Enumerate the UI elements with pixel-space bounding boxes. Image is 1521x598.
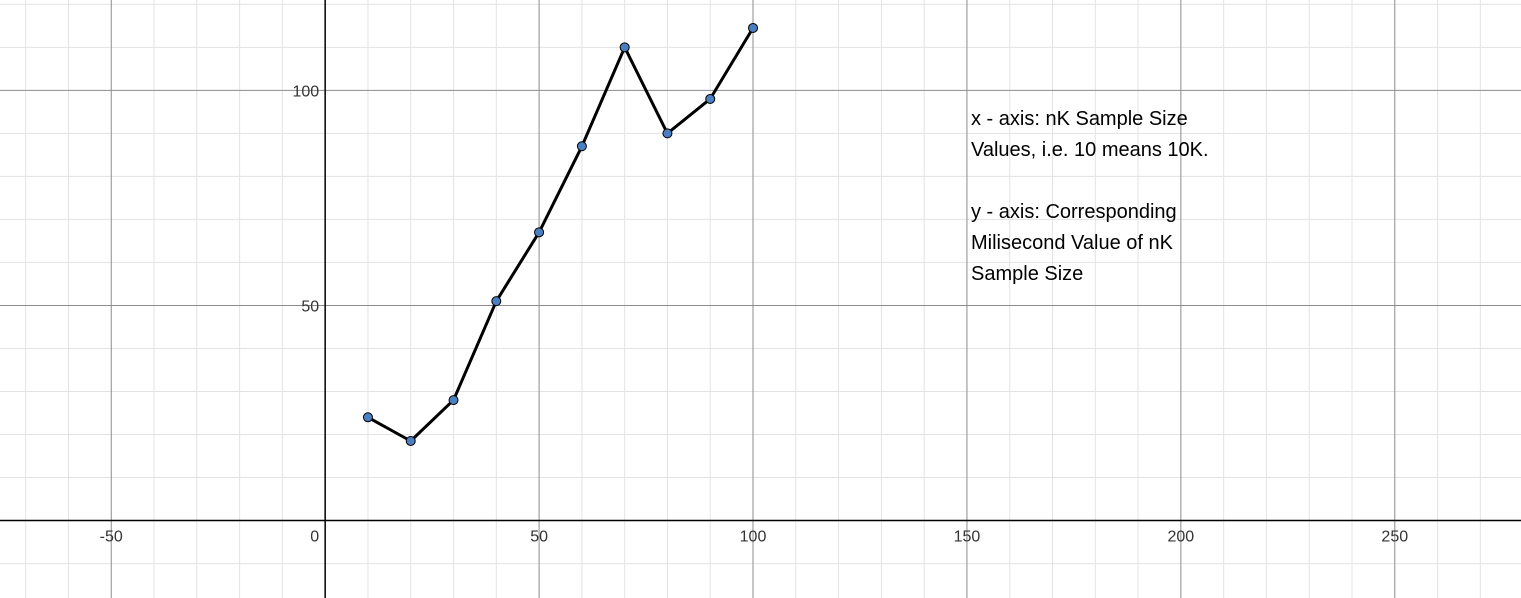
x-tick-label: -50 [100, 529, 123, 546]
y-tick-label: 50 [301, 298, 319, 315]
data-point [534, 227, 545, 238]
x-tick-label: 250 [1381, 529, 1408, 546]
axis-annotation: x - axis: nK Sample Size Values, i.e. 10… [971, 104, 1271, 290]
series-line [366, 26, 755, 443]
data-point [448, 395, 459, 406]
data-point [662, 128, 673, 139]
data-point [576, 141, 587, 152]
data-point [619, 42, 630, 53]
data-series [362, 22, 759, 446]
data-point [362, 412, 373, 423]
x-tick-label: 0 [310, 529, 319, 546]
data-point [405, 435, 416, 446]
tick-labels: -50 0 50 100 150 200 250 50 100 [100, 83, 1409, 545]
y-tick-label: 100 [292, 83, 319, 100]
x-tick-label: 50 [530, 529, 548, 546]
y-axis-note: y - axis: Corresponding Milisecond Value… [971, 201, 1177, 285]
x-axis-note: x - axis: nK Sample Size Values, i.e. 10… [971, 108, 1209, 161]
x-tick-label: 150 [954, 529, 981, 546]
data-point [705, 93, 716, 104]
data-point [748, 22, 759, 33]
x-tick-label: 200 [1168, 529, 1195, 546]
x-tick-label: 100 [740, 529, 767, 546]
data-point [491, 296, 502, 307]
